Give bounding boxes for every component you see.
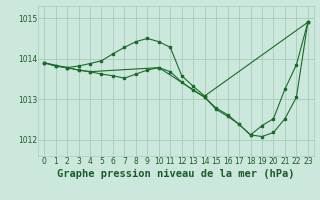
X-axis label: Graphe pression niveau de la mer (hPa): Graphe pression niveau de la mer (hPa): [57, 169, 295, 179]
